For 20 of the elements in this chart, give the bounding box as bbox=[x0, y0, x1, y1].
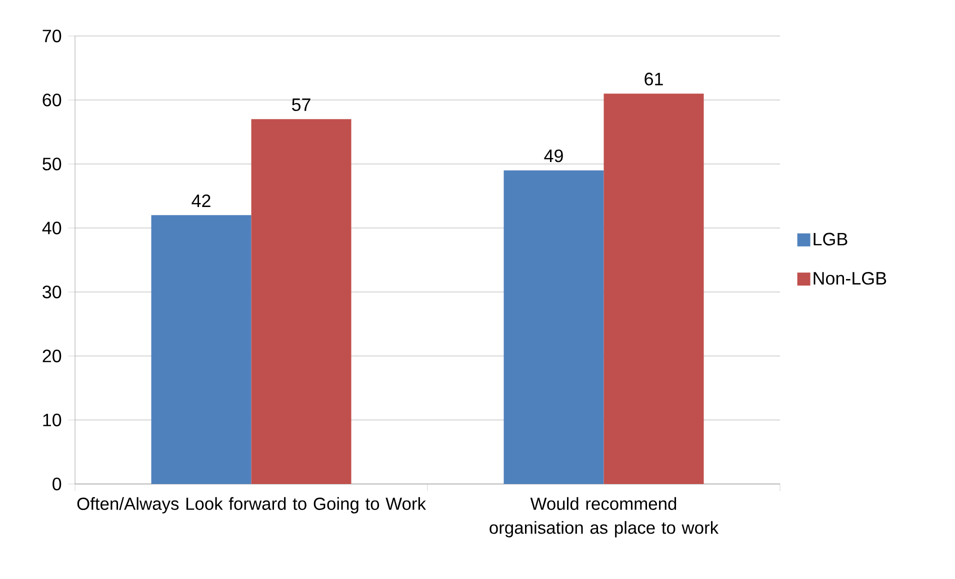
y-tick-label: 20 bbox=[42, 350, 62, 362]
bar bbox=[604, 94, 704, 484]
y-tick-label: 50 bbox=[42, 158, 62, 170]
y-tick-label: 70 bbox=[42, 30, 62, 42]
data-label: 61 bbox=[644, 72, 663, 86]
bar bbox=[251, 119, 352, 484]
y-tick-label: 30 bbox=[42, 286, 62, 298]
data-label: 57 bbox=[292, 98, 310, 111]
data-label: 49 bbox=[544, 149, 563, 162]
y-tick-label: 0 bbox=[52, 478, 62, 490]
y-tick-label: 40 bbox=[42, 222, 62, 234]
bar bbox=[151, 215, 252, 484]
legend-label: LGB bbox=[814, 232, 848, 246]
x-tick-label: Often/Always Look forward to Going to Work bbox=[77, 497, 426, 514]
x-tick-label: Would recommend organisation as place to work bbox=[490, 497, 719, 538]
data-label: 42 bbox=[192, 194, 210, 207]
legend-label: Non-LGB bbox=[814, 272, 886, 285]
bar bbox=[504, 170, 604, 484]
y-tick-label: 10 bbox=[43, 414, 62, 426]
y-tick-label: 60 bbox=[42, 94, 62, 106]
